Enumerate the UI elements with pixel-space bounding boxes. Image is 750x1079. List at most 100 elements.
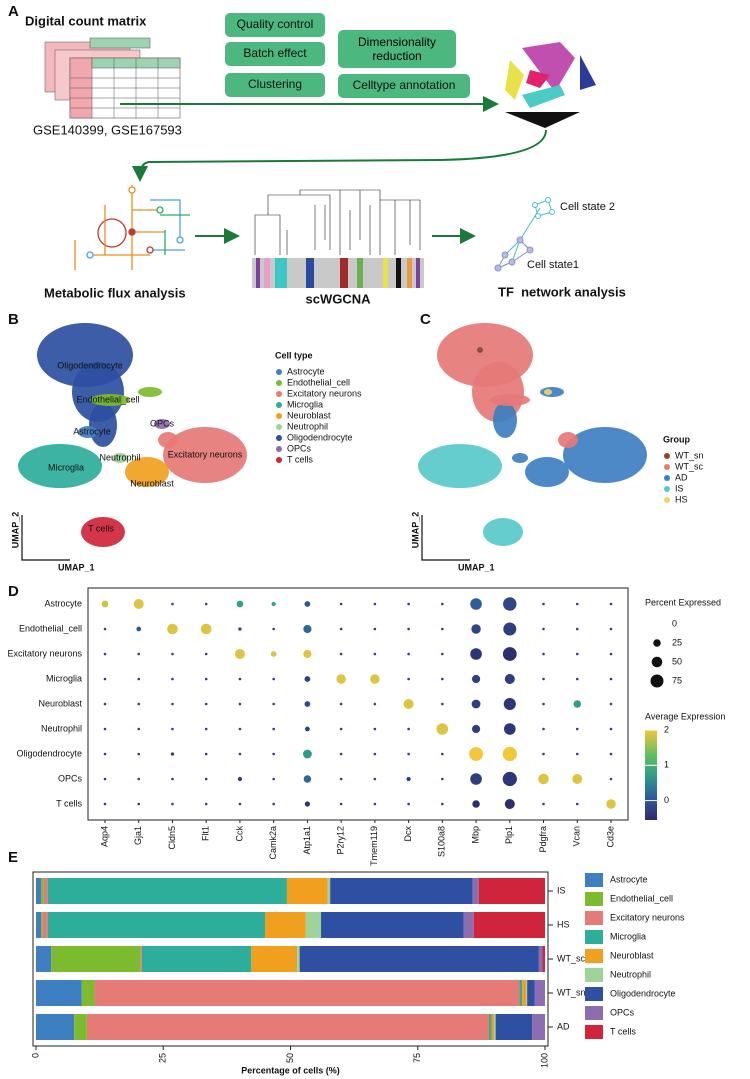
y-tick-label: Excitatory neurons (7, 648, 82, 658)
dot (407, 677, 410, 681)
dot (575, 652, 579, 656)
dot (101, 600, 109, 608)
size-legend-dot (651, 656, 663, 668)
bar-segment (47, 912, 266, 938)
dot (441, 627, 444, 631)
y-axis-label: UMAP_2 (410, 512, 420, 549)
dot (339, 802, 343, 806)
bar-segment (472, 878, 479, 904)
dot (441, 802, 444, 806)
bar-segment (286, 878, 328, 904)
cluster-region (544, 389, 552, 395)
bar-segment (74, 1014, 87, 1040)
dot (304, 676, 311, 682)
legend-swatch (276, 457, 282, 463)
dot (406, 776, 411, 782)
analysis-label: TF network analysis (498, 284, 626, 299)
dot (572, 773, 583, 785)
dot (339, 777, 343, 781)
dot (542, 727, 545, 731)
dot (373, 702, 377, 706)
x-tick-label: P2ry12 (336, 826, 346, 855)
x-tick-label: Dcx (403, 826, 413, 842)
dot (339, 627, 343, 631)
cluster-label: Astrocyte (73, 426, 111, 436)
dot (573, 700, 582, 708)
cluster-region (512, 453, 528, 463)
dot (238, 802, 242, 806)
step: Celltype annotation (353, 78, 456, 92)
dot (436, 723, 449, 735)
cluster-label: OPCs (150, 418, 175, 428)
bar-segment (94, 980, 520, 1006)
dot (339, 727, 343, 731)
dot (103, 702, 107, 706)
cluster-region (483, 518, 523, 546)
size-legend-label: 25 (672, 637, 682, 647)
cluster-label: T cells (88, 523, 114, 533)
dot (538, 773, 549, 785)
dot (373, 777, 377, 781)
dot (171, 652, 174, 656)
cluster-region (490, 394, 530, 406)
x-tick-label: Aqp4 (99, 826, 109, 847)
y-tick-label: HS (557, 919, 570, 929)
dot (303, 649, 312, 659)
dot (339, 702, 343, 706)
step: Clustering (248, 77, 302, 91)
x-tick-label: Cldn5 (167, 826, 177, 850)
dot (234, 648, 245, 660)
size-legend-label: 0 (672, 618, 677, 628)
size-legend-label: 75 (672, 675, 682, 685)
dot (503, 723, 516, 735)
legend-swatch (664, 475, 670, 481)
dot (137, 777, 141, 781)
dot (204, 727, 208, 731)
dot (204, 777, 208, 781)
dot (407, 627, 410, 631)
bar-segment (491, 1014, 495, 1040)
step: Quality control (237, 17, 314, 31)
dot (133, 598, 144, 610)
legend-swatch (276, 446, 282, 452)
dot (103, 727, 107, 731)
dot (471, 699, 481, 709)
module-bar (252, 258, 424, 288)
dot (204, 802, 208, 806)
bar-segment (330, 878, 473, 904)
bar-segment (36, 980, 82, 1006)
x-tick-label: 100 (539, 1053, 549, 1068)
dot (373, 802, 377, 806)
colorbar-label: 0 (664, 795, 669, 805)
legend-swatch (276, 369, 282, 375)
x-tick-label: 50 (285, 1053, 295, 1063)
legend-label: T cells (287, 454, 313, 464)
dot (470, 598, 482, 610)
dot (370, 674, 380, 684)
dot (171, 727, 174, 731)
legend-label: Microglia (610, 931, 646, 941)
step-boxes (225, 13, 470, 98)
cluster-region (89, 403, 117, 447)
dot (303, 624, 312, 634)
tf-network (494, 197, 555, 272)
bar-segment (265, 912, 306, 938)
dot (575, 727, 579, 731)
dot (441, 777, 444, 781)
legend-label: Endothelial_cell (610, 893, 673, 903)
bar-segment (41, 912, 43, 938)
dot (170, 752, 175, 756)
y-tick-label: Neuroblast (38, 698, 82, 708)
bar-segment (489, 1014, 492, 1040)
legend-swatch (664, 464, 670, 470)
cluster-region (563, 427, 647, 483)
cluster-icon (505, 42, 596, 128)
bar-segment (519, 980, 523, 1006)
x-tick-label: Plp1 (504, 826, 514, 844)
dot (237, 776, 243, 782)
dot (542, 752, 545, 756)
dot (302, 749, 312, 759)
dot (272, 702, 275, 706)
cluster-region (18, 444, 102, 488)
dot (542, 602, 545, 606)
